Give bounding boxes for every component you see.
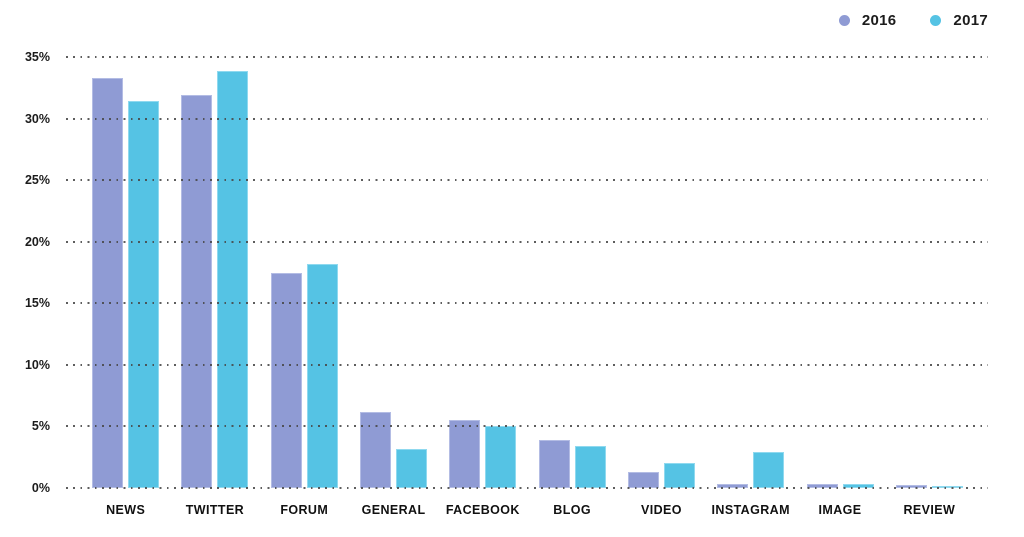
x-tick-label-review: REVIEW <box>903 503 956 517</box>
bar-instagram-2017 <box>753 452 785 488</box>
y-tick-label-30: 30% <box>24 111 50 126</box>
x-tick-label-blog: BLOG <box>553 503 591 517</box>
bar-group-news <box>81 57 170 488</box>
x-tick-label-news: NEWS <box>106 503 146 517</box>
legend-item-2016: 2016 <box>838 12 897 29</box>
bar-general-2016 <box>360 411 392 488</box>
x-tick-label-facebook: FACEBOOK <box>445 503 520 517</box>
x-tick-label-video: VIDEO <box>640 503 682 517</box>
x-tick-label-general: GENERAL <box>361 503 426 517</box>
bar-group-forum <box>260 57 349 488</box>
bars-container <box>66 57 988 488</box>
y-tick-label-5: 5% <box>31 419 50 434</box>
bar-group-instagram <box>706 57 795 488</box>
x-tick-label-forum: FORUM <box>280 503 329 517</box>
y-tick-label-0: 0% <box>31 481 50 495</box>
bar-video-2016 <box>627 472 659 488</box>
y-tick-label-10: 10% <box>24 357 50 372</box>
bar-group-blog <box>527 57 616 488</box>
y-tick-label-15: 15% <box>24 296 50 311</box>
bar-news-2016 <box>92 77 124 488</box>
bar-forum-2017 <box>306 263 338 488</box>
bar-facebook-2017 <box>485 426 517 488</box>
y-tick-label-20: 20% <box>24 234 50 249</box>
legend-label-2017: 2017 <box>953 12 988 29</box>
bar-forum-2016 <box>270 272 302 488</box>
x-tick-label-twitter: TWITTER <box>185 503 245 517</box>
bar-image-2016 <box>806 484 838 488</box>
x-axis-labels: NEWS TWITTER FORUM GENERAL FACEBOOK BLOG VIDEO… <box>66 503 988 517</box>
bar-blog-2016 <box>538 439 570 488</box>
bar-group-facebook <box>438 57 527 488</box>
bar-image-2017 <box>842 484 874 488</box>
x-tick-label-image: IMAGE <box>818 503 862 517</box>
bar-group-review <box>885 57 974 488</box>
x-tick-label-instagram: INSTAGRAM <box>711 503 790 517</box>
legend-item-2017: 2017 <box>930 12 988 29</box>
legend-label-2016: 2016 <box>861 12 897 29</box>
bar-instagram-2016 <box>717 483 749 488</box>
bar-review-2016 <box>895 484 927 488</box>
bar-group-video <box>617 57 706 488</box>
y-tick-label-35: 35% <box>24 50 50 64</box>
bar-twitter-2016 <box>181 95 213 488</box>
bar-group-general <box>349 57 438 488</box>
plot-area <box>66 56 988 489</box>
chart-legend: 2016 2017 <box>838 12 988 29</box>
bar-review-2017 <box>931 486 963 488</box>
bar-facebook-2016 <box>449 420 481 488</box>
legend-dot-2016-icon <box>838 15 850 26</box>
y-axis-labels: 0% 5% 10% 15% 20% 25% 30% 35% <box>0 50 58 495</box>
bar-video-2017 <box>663 463 695 488</box>
legend-dot-2017-icon <box>930 15 942 26</box>
bar-blog-2017 <box>574 446 606 488</box>
bar-group-twitter <box>170 57 259 488</box>
bar-group-image <box>795 57 884 488</box>
bar-general-2017 <box>396 448 428 488</box>
bar-twitter-2017 <box>217 70 249 488</box>
y-tick-label-25: 25% <box>24 173 50 188</box>
bar-news-2017 <box>128 101 160 488</box>
